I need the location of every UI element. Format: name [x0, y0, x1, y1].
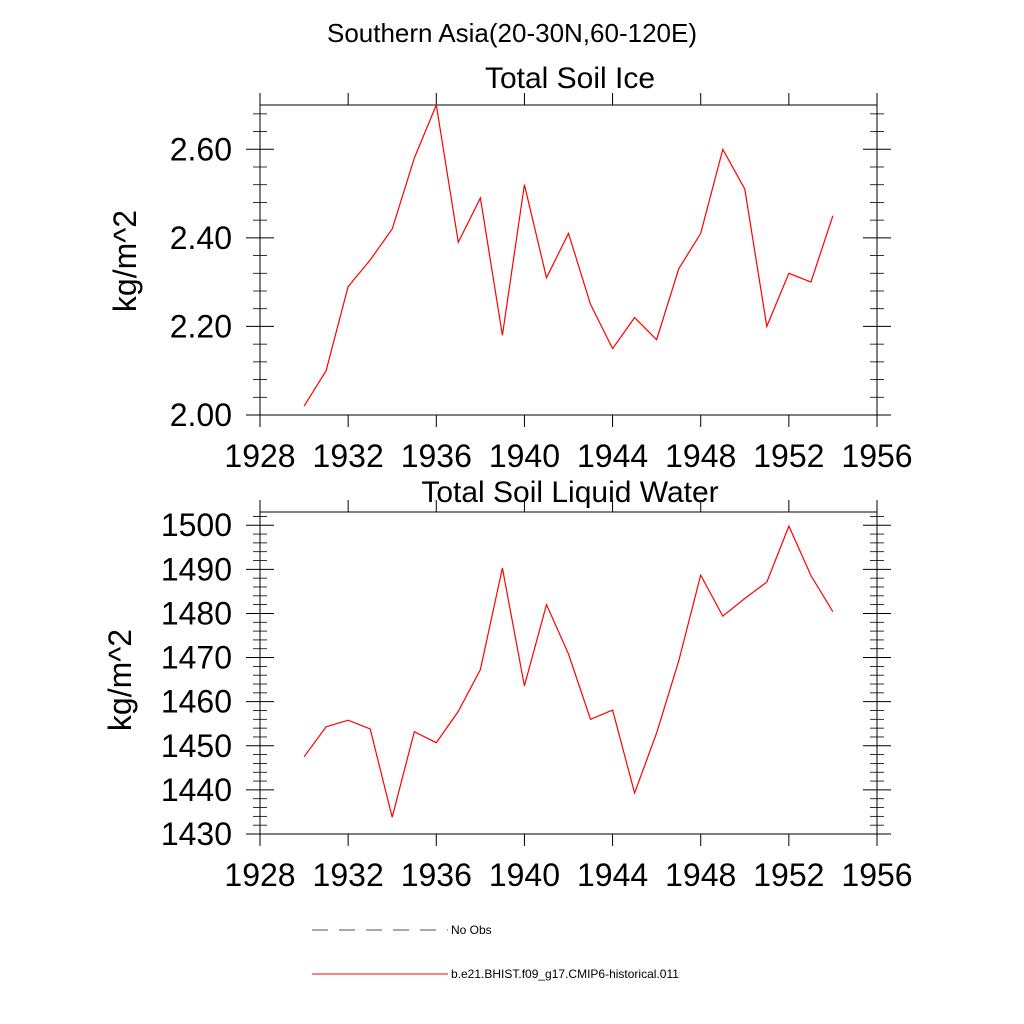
y-tick-label: 2.00 [170, 397, 232, 433]
x-tick-label: 1956 [841, 438, 912, 474]
plot-area-soil-ice: 1928 1932 1936 1940 1944 1948 1952 1956 2.00 2.20… [170, 93, 913, 474]
panel-soil-ice: Total Soil Ice kg/m^2 1928 1932 1936 1940 19… [107, 62, 913, 474]
panel-title-soil-ice: Total Soil Ice [485, 62, 655, 95]
plot-frame [259, 511, 878, 835]
y-tick-label: 1490 [161, 551, 232, 587]
plot-area-soil-liquid-water: 1928 1932 1936 1940 1944 1948 1952 1956 1430 1440… [161, 500, 913, 893]
page-title: Southern Asia(20-30N,60-120E) [327, 18, 697, 48]
x-tick-label: 1952 [753, 857, 824, 893]
panel-title-soil-liquid-water: Total Soil Liquid Water [421, 476, 718, 509]
y-tick-label: 2.40 [170, 220, 232, 256]
y-tick-label: 1440 [161, 772, 232, 808]
x-tick-label: 1928 [224, 438, 295, 474]
x-tick-label: 1944 [577, 438, 648, 474]
panel-soil-liquid-water: Total Soil Liquid Water kg/m^2 1928 1932 1… [102, 476, 913, 893]
x-tick-label: 1956 [841, 857, 912, 893]
x-tick-label: 1936 [401, 438, 472, 474]
x-tick-label: 1936 [401, 857, 472, 893]
x-tick-label: 1928 [224, 857, 295, 893]
x-tick-label: 1932 [313, 438, 384, 474]
y-tick-label: 2.20 [170, 308, 232, 344]
y-tick-label: 1470 [161, 640, 232, 676]
y-tick-label: 1460 [161, 684, 232, 720]
y-tick-label: 2.60 [170, 131, 232, 167]
y-tick-label: 1480 [161, 595, 232, 631]
y-tick-label: 1500 [161, 507, 232, 543]
y-axis-label-soil-ice: kg/m^2 [107, 210, 143, 312]
series-line [303, 524, 834, 818]
legend-no-obs-label: No Obs [451, 923, 492, 937]
series-line [303, 102, 834, 407]
legend-model-label: b.e21.BHIST.f09_g17.CMIP6-historical.011 [451, 967, 679, 981]
x-tick-label: 1940 [489, 857, 560, 893]
y-tick-label: 1450 [161, 728, 232, 764]
x-tick-label: 1944 [577, 857, 648, 893]
x-tick-label: 1952 [753, 438, 824, 474]
x-tick-label: 1948 [665, 438, 736, 474]
x-tick-label: 1948 [665, 857, 736, 893]
plot-frame [259, 104, 878, 416]
x-tick-label: 1932 [313, 857, 384, 893]
y-axis-label-soil-liquid-water: kg/m^2 [102, 629, 138, 731]
x-tick-label: 1940 [489, 438, 560, 474]
y-tick-label: 1430 [161, 816, 232, 852]
legend: No Obs b.e21.BHIST.f09_g17.CMIP6-histori… [312, 923, 679, 981]
